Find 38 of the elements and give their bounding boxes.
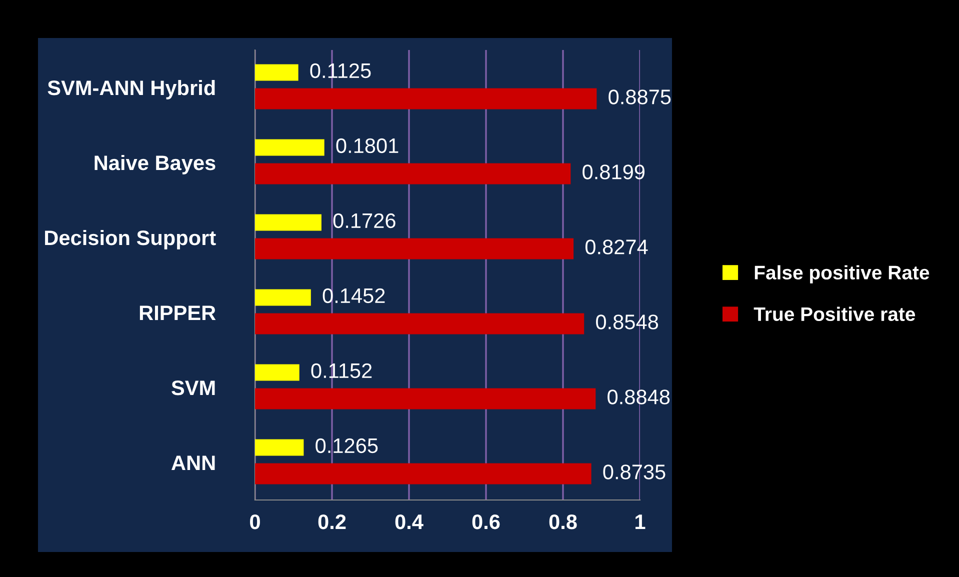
bar xyxy=(255,64,298,81)
data-label: 0.8848 xyxy=(608,390,670,404)
y-tick-label: ANN xyxy=(171,456,215,470)
bar xyxy=(255,313,584,334)
x-tick-label: 0.2 xyxy=(318,514,346,530)
data-label: 0.1801 xyxy=(336,138,398,154)
x-tick-label: 1 xyxy=(636,514,646,529)
y-tick-label: SVM-ANN Hybrid xyxy=(48,80,215,100)
legend-label: True Positive rate xyxy=(754,306,916,322)
y-tick-label: Naive Bayes xyxy=(94,154,216,174)
data-label: 0.1152 xyxy=(311,363,372,378)
bar xyxy=(255,439,304,456)
x-tick-label: 0 xyxy=(250,514,260,530)
data-label: 0.8735 xyxy=(603,464,666,480)
y-tick-label: RIPPER xyxy=(140,306,216,320)
bar xyxy=(255,163,571,184)
data-label: 0.1452 xyxy=(322,288,385,304)
data-label: 0.8274 xyxy=(585,240,648,254)
x-tick-label: 0.4 xyxy=(395,514,424,530)
bar xyxy=(255,214,322,231)
y-tick-label: Decision Support xyxy=(45,230,216,250)
data-label: 0.1265 xyxy=(316,438,378,454)
data-label: 0.8875 xyxy=(608,90,671,104)
data-label: 0.1125 xyxy=(310,63,371,78)
x-tick-label: 0.6 xyxy=(472,514,500,530)
bar xyxy=(255,139,324,156)
data-label: 0.8199 xyxy=(582,164,645,180)
data-label: 0.8548 xyxy=(596,314,658,330)
bar xyxy=(255,364,300,381)
data-label: 0.1726 xyxy=(333,213,396,228)
bar xyxy=(255,238,574,260)
bar xyxy=(255,388,596,410)
legend-label: False positive Rate xyxy=(754,265,930,284)
bar xyxy=(255,463,592,484)
x-tick-label: 0.8 xyxy=(549,514,577,530)
bar xyxy=(255,289,311,306)
bar xyxy=(255,88,597,110)
y-tick-label: SVM xyxy=(172,380,215,396)
